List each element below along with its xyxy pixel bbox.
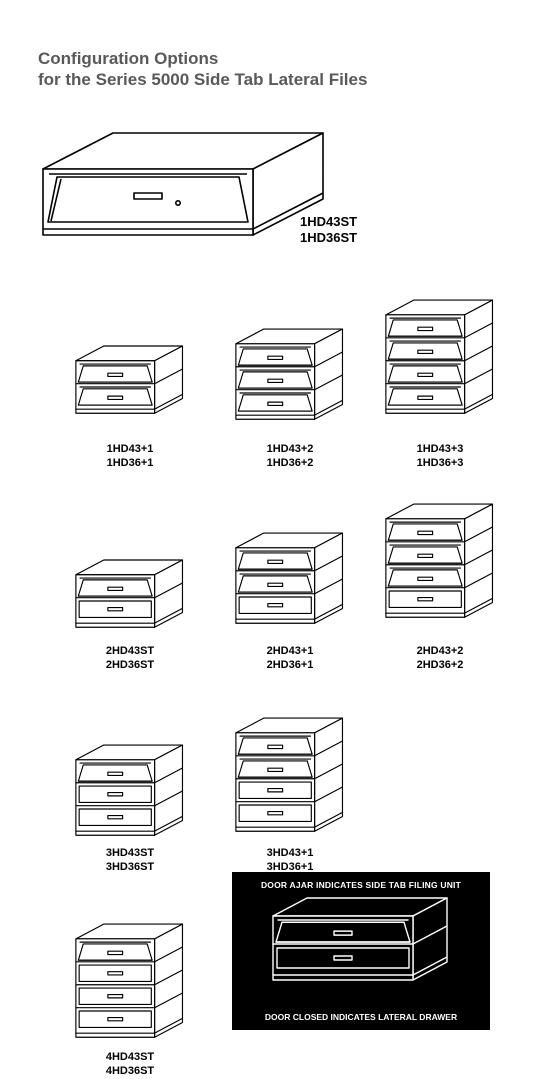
label-a: 1HD43+1 [107, 443, 154, 455]
cabinet-illustration [224, 327, 355, 434]
config-r2c3 [360, 474, 520, 632]
config-label-r3c1: 3HD43ST 3HD36ST [50, 842, 210, 875]
label-b: 2HD36+2 [417, 659, 464, 671]
cabinet-illustration [64, 922, 195, 1052]
cabinet-svg [271, 896, 451, 998]
label-b: 2HD36+1 [267, 659, 314, 671]
label-b: 1HD36+1 [107, 457, 154, 469]
label-a: 2HD43ST [106, 645, 154, 657]
label-b: 4HD36ST [106, 1065, 154, 1077]
config-r1c1 [50, 326, 210, 428]
cabinet-illustration [64, 344, 195, 428]
label-a: 2HD43+2 [417, 645, 464, 657]
config-label-r2c1: 2HD43ST 2HD36ST [50, 640, 210, 673]
cabinet-svg [74, 922, 186, 1052]
config-label-r1c3: 1HD43+3 1HD36+3 [360, 438, 520, 471]
cabinet-svg [234, 531, 346, 638]
label-a: 3HD43ST [106, 847, 154, 859]
config-r3c1 [50, 720, 210, 850]
legend-box: DOOR AJAR INDICATES SIDE TAB FILING UNIT… [232, 872, 490, 1030]
label-b: 2HD36ST [106, 659, 154, 671]
hero-cabinet [40, 130, 310, 250]
cabinet-svg [384, 298, 496, 428]
config-label-r1c2: 1HD43+2 1HD36+2 [210, 438, 370, 471]
cabinet-svg [74, 344, 186, 428]
label-b: 1HD36+2 [267, 457, 314, 469]
config-label-r4c1: 4HD43ST 4HD36ST [50, 1046, 210, 1079]
cabinet-illustration [64, 558, 195, 642]
cabinet-illustration [64, 743, 195, 850]
cabinet-illustration [374, 502, 505, 632]
label-a: 1HD43+2 [267, 443, 314, 455]
cabinet-illustration [374, 298, 505, 428]
label-a: 4HD43ST [106, 1051, 154, 1063]
title-line1: Configuration Options [38, 49, 218, 68]
config-r4c1 [50, 894, 210, 1052]
config-label-r2c2: 2HD43+1 2HD36+1 [210, 640, 370, 673]
cabinet-svg [74, 558, 186, 642]
cabinet-svg [234, 327, 346, 434]
config-r1c3 [360, 270, 520, 428]
hero-label: 1HD43ST 1HD36ST [300, 214, 357, 245]
cabinet-svg [234, 716, 346, 846]
config-r1c2 [210, 304, 370, 434]
config-label-r3c2: 3HD43+13HD36+1 [210, 842, 370, 875]
cabinet-illustration [224, 531, 355, 638]
label-b: 1HD36+3 [417, 457, 464, 469]
hero-label-a: 1HD43ST [300, 214, 357, 229]
label-a: 1HD43+3 [417, 443, 464, 455]
title-line2: for the Series 5000 Side Tab Lateral Fil… [38, 70, 367, 89]
config-label-r1c1: 1HD43+1 1HD36+1 [50, 438, 210, 471]
cabinet-svg [74, 743, 186, 850]
config-label-r2c3: 2HD43+2 2HD36+2 [360, 640, 520, 673]
hero-label-b: 1HD36ST [300, 230, 357, 245]
config-r3c2 [210, 688, 370, 846]
cabinet-illustration [224, 716, 355, 846]
label-b: 3HD36ST [106, 861, 154, 873]
page-title: Configuration Options for the Series 500… [38, 48, 367, 91]
config-r2c2 [210, 508, 370, 638]
label-a: 2HD43+1 [267, 645, 314, 657]
legend-bottom-text: DOOR CLOSED INDICATES LATERAL DRAWER [232, 1012, 490, 1022]
config-r2c1 [50, 540, 210, 642]
label-a: 3HD43+1 [267, 847, 314, 859]
legend-top-text: DOOR AJAR INDICATES SIDE TAB FILING UNIT [238, 880, 484, 890]
cabinet-svg [384, 502, 496, 632]
